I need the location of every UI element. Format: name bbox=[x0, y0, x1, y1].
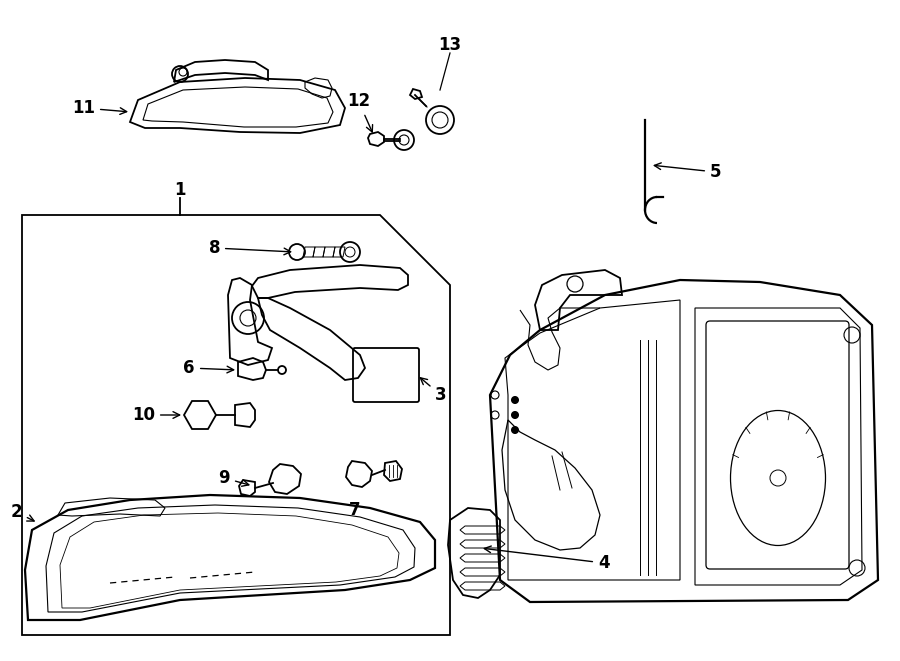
Text: 8: 8 bbox=[209, 239, 291, 257]
Text: 9: 9 bbox=[219, 469, 248, 487]
Circle shape bbox=[511, 397, 518, 403]
Text: 10: 10 bbox=[132, 406, 180, 424]
Text: 1: 1 bbox=[175, 181, 185, 199]
Text: 12: 12 bbox=[346, 92, 373, 132]
Text: 7: 7 bbox=[349, 501, 361, 519]
Text: 2: 2 bbox=[11, 503, 34, 521]
Text: 6: 6 bbox=[184, 359, 234, 377]
Text: 3: 3 bbox=[420, 378, 446, 404]
Text: 5: 5 bbox=[654, 163, 722, 181]
Circle shape bbox=[511, 412, 518, 418]
Text: 4: 4 bbox=[484, 546, 609, 572]
Text: 11: 11 bbox=[72, 99, 127, 117]
Circle shape bbox=[511, 426, 518, 434]
Text: 13: 13 bbox=[438, 36, 462, 54]
